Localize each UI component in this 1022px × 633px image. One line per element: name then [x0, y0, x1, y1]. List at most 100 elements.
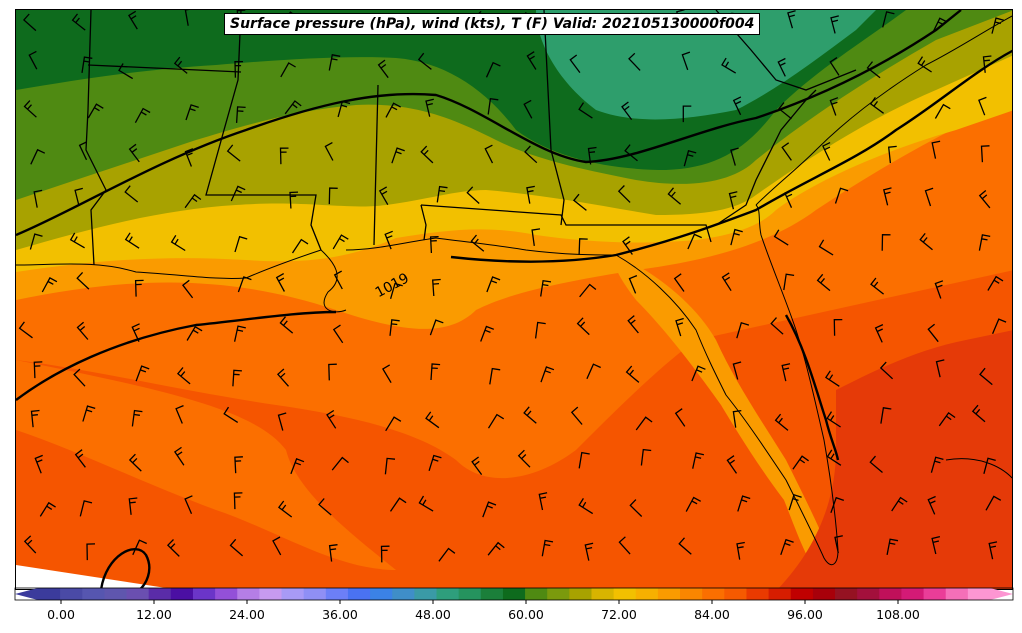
wind-barb — [78, 141, 88, 161]
wind-barb — [691, 365, 706, 382]
wind-barb — [517, 449, 531, 468]
wind-barb — [640, 448, 652, 466]
alabama-florida-border — [420, 204, 427, 241]
wind-barb — [276, 368, 289, 387]
wind-barb — [927, 495, 936, 515]
wind-barb — [389, 319, 400, 336]
mississippi-alabama-border — [373, 84, 379, 246]
wind-barb — [230, 185, 246, 202]
wind-barb — [622, 236, 633, 255]
colorbar-outline — [14, 587, 1014, 601]
wind-barb — [673, 273, 685, 292]
wind-barb — [275, 273, 285, 292]
colorbar-segment — [724, 588, 748, 600]
wind-barb — [629, 499, 643, 517]
wind-barb — [991, 17, 1004, 34]
wind-barb — [233, 492, 243, 510]
colorbar-segment — [812, 588, 836, 600]
wind-barb — [579, 283, 597, 298]
wind-barb — [578, 498, 594, 515]
wind-barb — [69, 232, 85, 249]
wind-barb — [833, 318, 843, 336]
wind-barb — [284, 100, 302, 115]
wind-barb — [540, 366, 555, 383]
colorbar-segment — [923, 588, 947, 600]
wind-barb — [773, 229, 789, 246]
wind-barb — [328, 54, 341, 71]
wind-barb — [128, 453, 142, 472]
wind-barb — [685, 496, 702, 512]
wind-barb — [667, 187, 682, 205]
wind-barb — [382, 364, 392, 384]
colorbar-segment — [414, 588, 438, 600]
wind-barb — [924, 187, 934, 207]
wind-barb — [377, 59, 389, 79]
wind-barb — [784, 189, 793, 208]
wind-barb — [87, 103, 104, 119]
wind-barb — [30, 148, 46, 165]
colorbar-segment — [215, 588, 238, 600]
wind-barb — [826, 449, 842, 466]
wind-barb — [935, 359, 945, 378]
colorbar-tick-label: 48.00 — [415, 607, 451, 622]
wind-barb — [429, 235, 439, 254]
wind-barb — [675, 317, 684, 337]
wind-barb — [584, 542, 594, 561]
colorbar-segment — [392, 588, 415, 600]
wind-barb — [980, 145, 990, 163]
wind-barb — [978, 96, 987, 116]
wind-barb — [470, 234, 485, 252]
wind-barb — [484, 144, 494, 164]
colorbar-segment — [967, 588, 991, 600]
wind-barb — [22, 13, 37, 32]
wind-barb — [131, 323, 140, 342]
wind-barb — [736, 541, 745, 560]
wind-barb — [787, 10, 796, 29]
wind-barb — [184, 193, 202, 209]
wind-barb — [578, 238, 588, 255]
wind-barb — [430, 363, 441, 381]
colorbar-segment — [38, 588, 61, 600]
wind-barb — [234, 60, 244, 78]
wind-barb — [621, 101, 633, 120]
wind-barb — [834, 535, 843, 554]
wind-barb — [526, 185, 535, 204]
wind-barb — [425, 98, 434, 117]
wind-barb — [128, 10, 138, 30]
wind-barb — [781, 142, 792, 161]
wind-barb — [232, 369, 242, 387]
wind-barb — [134, 107, 151, 124]
wind-barb — [486, 276, 501, 293]
west-gulf-patch — [16, 360, 396, 570]
wind-barb — [166, 539, 180, 557]
wind-barb — [578, 102, 593, 119]
wind-barb — [378, 186, 389, 206]
wind-barb — [777, 57, 786, 77]
wind-barb — [124, 185, 139, 203]
colorbar-tick-label: 0.00 — [47, 607, 75, 622]
wind-barb — [737, 495, 751, 512]
wind-barb — [987, 275, 1004, 291]
wind-barb — [74, 187, 83, 207]
wind-barb — [628, 274, 638, 294]
wind-barb — [277, 500, 293, 518]
wind-barb — [76, 271, 90, 290]
wind-barb — [487, 97, 499, 115]
wind-barb — [128, 497, 138, 515]
wind-barb — [18, 321, 33, 339]
wind-barb — [480, 325, 495, 342]
wind-barb — [880, 407, 892, 424]
colorbar-segment — [192, 588, 216, 600]
wind-barb — [185, 104, 199, 121]
colorbar-segment — [835, 588, 858, 600]
colorbar-segment — [591, 588, 615, 600]
wind-barb — [930, 456, 944, 473]
colorbar-segment — [613, 588, 637, 600]
wind-barb — [418, 495, 434, 512]
wind-barb — [420, 145, 434, 164]
wind-barb — [128, 143, 140, 163]
colorbar-segment — [370, 588, 393, 600]
wind-barb — [118, 63, 134, 80]
wind-barb — [822, 142, 831, 161]
colorbar-tick-label: 72.00 — [601, 607, 637, 622]
